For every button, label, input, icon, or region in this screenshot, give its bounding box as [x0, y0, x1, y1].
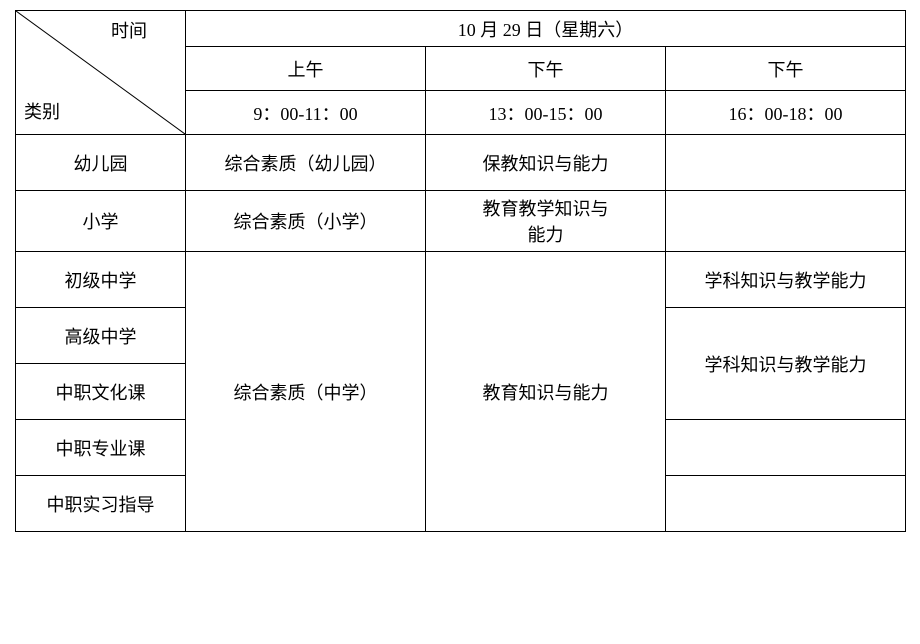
category-vocational-culture: 中职文化课: [16, 364, 186, 420]
schedule-table: 时间 类别 10 月 29 日（星期六） 上午 下午 下午 9：00-11：00…: [15, 10, 906, 532]
category-kindergarten: 幼儿园: [16, 135, 186, 191]
schedule-table-container: 时间 类别 10 月 29 日（星期六） 上午 下午 下午 9：00-11：00…: [15, 10, 905, 532]
diagonal-header-cell: 时间 类别: [16, 11, 186, 135]
header-category-label: 类别: [24, 98, 60, 124]
table-row: 初级中学 综合素质（中学） 教育知识与能力 学科知识与教学能力: [16, 252, 906, 308]
session-afternoon1: 下午: [426, 47, 666, 91]
session-morning: 上午: [186, 47, 426, 91]
cell-primary-morning: 综合素质（小学）: [186, 191, 426, 252]
time-afternoon1: 13：00-15：00: [426, 91, 666, 135]
cell-primary-afternoon2: [666, 191, 906, 252]
cell-middle-afternoon1: 教育知识与能力: [426, 252, 666, 532]
category-primary: 小学: [16, 191, 186, 252]
cell-junior-afternoon2: 学科知识与教学能力: [666, 252, 906, 308]
category-vocational-major: 中职专业课: [16, 420, 186, 476]
cell-primary-afternoon1: 教育教学知识与 能力: [426, 191, 666, 252]
header-time-label: 时间: [111, 17, 147, 43]
session-afternoon2: 下午: [666, 47, 906, 91]
category-senior: 高级中学: [16, 308, 186, 364]
cell-kindergarten-morning: 综合素质（幼儿园）: [186, 135, 426, 191]
table-row: 小学 综合素质（小学） 教育教学知识与 能力: [16, 191, 906, 252]
cell-vocational-intern-afternoon2: [666, 476, 906, 532]
cell-middle-morning: 综合素质（中学）: [186, 252, 426, 532]
cell-vocational-major-afternoon2: [666, 420, 906, 476]
table-header-row: 时间 类别 10 月 29 日（星期六）: [16, 11, 906, 47]
category-junior: 初级中学: [16, 252, 186, 308]
time-afternoon2: 16：00-18：00: [666, 91, 906, 135]
time-morning: 9：00-11：00: [186, 91, 426, 135]
table-row: 幼儿园 综合素质（幼儿园） 保教知识与能力: [16, 135, 906, 191]
cell-kindergarten-afternoon2: [666, 135, 906, 191]
header-date: 10 月 29 日（星期六）: [186, 11, 906, 47]
cell-kindergarten-afternoon1: 保教知识与能力: [426, 135, 666, 191]
category-vocational-intern: 中职实习指导: [16, 476, 186, 532]
cell-senior-culture-afternoon2: 学科知识与教学能力: [666, 308, 906, 420]
